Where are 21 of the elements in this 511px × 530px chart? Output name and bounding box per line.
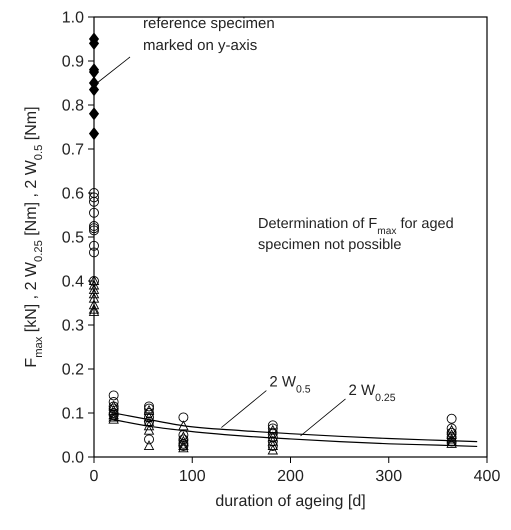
y-tick-label: 0.7 (62, 142, 84, 159)
x-tick-label: 400 (474, 468, 500, 485)
x-axis-title: duration of ageing [d] (215, 493, 366, 510)
x-tick-label: 0 (90, 468, 99, 485)
y-tick-label: 0.2 (62, 362, 84, 379)
text: 2 W$_{0.25}$ (348, 382, 396, 404)
x-tick-label: 300 (375, 468, 402, 485)
annotation: Determination of F$_{max}$ for aged specimen not possible (258, 216, 454, 254)
annotation: reference specimen marked on y-axis (143, 15, 275, 54)
y-tick-label: 0.6 (62, 186, 84, 203)
y-tick-label: 0.5 (62, 230, 84, 247)
text: 2 W$_{0.5}$ (269, 374, 311, 396)
y-tick-label: 1.0 (62, 10, 84, 27)
y-tick-label: 0.8 (62, 98, 84, 115)
y-tick-label: 0.3 (62, 318, 84, 335)
x-tick-label: 200 (277, 468, 304, 485)
y-tick-label: 0.1 (62, 406, 84, 423)
x-tick-label: 100 (178, 468, 206, 485)
y-tick-label: 0.9 (62, 54, 84, 71)
y-tick-label: 0.4 (62, 274, 84, 291)
y-tick-label: 0.0 (62, 450, 84, 467)
